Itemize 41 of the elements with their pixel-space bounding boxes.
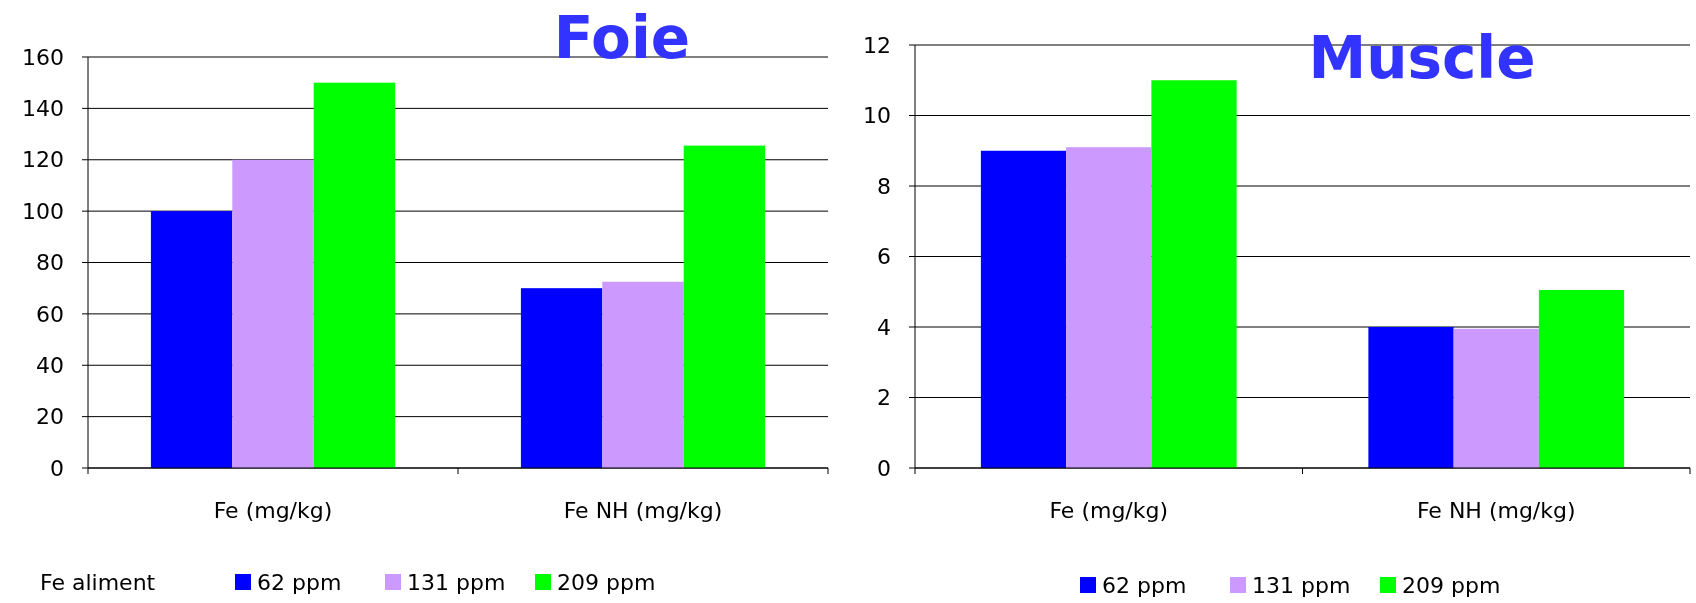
bar xyxy=(520,288,603,468)
y-tick-label: 0 xyxy=(877,455,891,481)
y-tick-label: 12 xyxy=(863,32,891,58)
x-tick-label: Fe (mg/kg) xyxy=(213,498,333,523)
x-tick-label: Fe NH (mg/kg) xyxy=(1416,498,1576,523)
y-tick-label: 40 xyxy=(36,352,64,378)
y-tick-label: 6 xyxy=(877,244,891,270)
y-tick-label: 0 xyxy=(50,455,64,481)
y-tick-label: 10 xyxy=(863,103,891,129)
y-tick-label: 120 xyxy=(22,147,64,173)
chart-title: Muscle xyxy=(1308,24,1536,92)
bar xyxy=(683,145,766,468)
bar xyxy=(1368,327,1454,468)
bar xyxy=(150,211,233,468)
y-tick-label: 100 xyxy=(22,198,64,224)
legend-label: 209 ppm xyxy=(1402,572,1501,598)
y-tick-label: 20 xyxy=(36,404,64,430)
x-tick-label: Fe (mg/kg) xyxy=(1049,498,1169,523)
bar xyxy=(980,150,1067,468)
bar xyxy=(602,281,684,468)
y-tick-label: 8 xyxy=(877,173,891,199)
legend-label: 131 ppm xyxy=(1252,572,1351,598)
legend-label: 209 ppm xyxy=(557,569,656,595)
y-tick-label: 140 xyxy=(22,96,64,122)
chart-title: Foie xyxy=(553,4,691,72)
bar xyxy=(232,159,314,468)
legend-label: 62 ppm xyxy=(1102,572,1187,598)
bar xyxy=(1453,328,1539,468)
bar xyxy=(1066,147,1152,468)
bar xyxy=(313,82,396,468)
y-tick-label: 80 xyxy=(36,250,64,276)
legend-label: 62 ppm xyxy=(257,569,342,595)
y-tick-label: 160 xyxy=(22,44,64,70)
legend-label: 131 ppm xyxy=(407,569,506,595)
bar xyxy=(1151,80,1237,468)
y-tick-label: 60 xyxy=(36,301,64,327)
y-tick-label: 2 xyxy=(877,385,891,411)
y-tick-label: 4 xyxy=(877,314,891,340)
x-tick-label: Fe NH (mg/kg) xyxy=(563,498,723,523)
bar xyxy=(1538,289,1625,468)
legend-title: Fe aliment xyxy=(40,569,156,595)
